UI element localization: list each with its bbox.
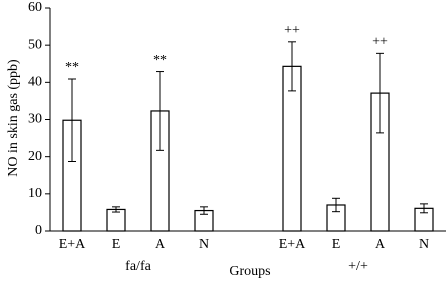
x-tick-label: N [419, 237, 429, 252]
error-bar [288, 41, 296, 92]
group-label: +/+ [348, 259, 368, 274]
y-tick-label: 40 [28, 75, 42, 90]
x-tick-label: N [199, 237, 209, 252]
y-axis-label: NO in skin gas (ppb) [6, 59, 21, 177]
significance-marker: ** [65, 60, 79, 75]
x-tick-label: E+A [279, 237, 306, 252]
error-bar [112, 206, 120, 213]
error-bar [332, 197, 340, 213]
y-tick-label: 60 [28, 0, 42, 15]
error-bar [200, 206, 208, 215]
significance-marker: ++ [284, 23, 300, 38]
x-tick-label: A [375, 237, 386, 252]
x-tick-label: E [332, 237, 341, 252]
x-tick-label: E+A [59, 237, 86, 252]
group-label: fa/fa [125, 259, 151, 274]
y-tick-label: 0 [35, 223, 42, 238]
x-tick-label: E [112, 237, 121, 252]
significance-marker: ** [153, 53, 167, 68]
error-bar [156, 71, 164, 151]
error-bar [420, 203, 428, 214]
x-axis-label: Groups [229, 264, 270, 279]
y-tick-label: 30 [28, 112, 42, 127]
significance-marker: ++ [372, 35, 388, 50]
error-bar [68, 78, 76, 162]
y-tick-label: 20 [28, 149, 42, 164]
x-tick-label: A [155, 237, 166, 252]
error-bar [376, 52, 384, 134]
bar [106, 208, 126, 232]
y-tick-label: 50 [28, 37, 42, 52]
y-tick-label: 10 [28, 186, 42, 201]
